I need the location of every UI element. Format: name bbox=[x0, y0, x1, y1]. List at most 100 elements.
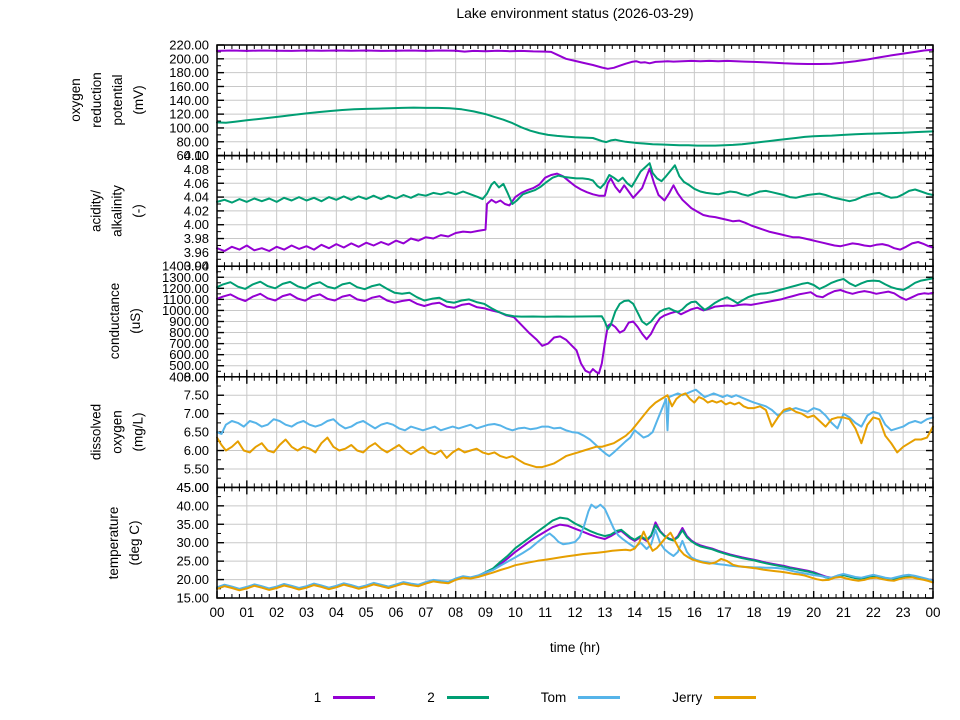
x-tick-label: 14 bbox=[627, 605, 643, 620]
y-tick-label: 140.00 bbox=[169, 93, 209, 108]
series-Jerry bbox=[216, 530, 934, 592]
y-tick-label: 4.00 bbox=[184, 217, 209, 232]
legend-line-swatch-2 bbox=[446, 696, 489, 699]
x-tick-label: 15 bbox=[657, 605, 672, 620]
y-axis-label-conductance: conductance (uS) bbox=[107, 282, 143, 360]
panel-2: 1400.001300.001200.001100.001000.00900.0… bbox=[162, 259, 934, 384]
series-1 bbox=[216, 167, 934, 252]
x-tick-label: 18 bbox=[746, 605, 761, 620]
y-tick-label: 20.00 bbox=[176, 572, 209, 587]
y-axis-label-temperature: temperature (deg C) bbox=[106, 506, 142, 580]
legend-line-swatch-tom bbox=[578, 696, 621, 699]
x-tick-label: 05 bbox=[359, 605, 374, 620]
x-tick-label: 23 bbox=[896, 605, 911, 620]
x-tick-label: 02 bbox=[269, 605, 284, 620]
x-tick-label: 13 bbox=[597, 605, 612, 620]
y-tick-label: 40.00 bbox=[176, 498, 209, 513]
x-tick-label: 00 bbox=[925, 605, 940, 620]
y-tick-label: 4.08 bbox=[184, 162, 209, 177]
x-tick-label: 19 bbox=[776, 605, 791, 620]
x-tick-label: 16 bbox=[687, 605, 702, 620]
y-tick-label: 3.98 bbox=[184, 231, 209, 246]
y-tick-label: 5.00 bbox=[184, 480, 209, 495]
panel-3: 8.00 7.50 7.00 6.50 6.00 5.50 5.00 bbox=[184, 369, 934, 495]
x-tick-label: 10 bbox=[508, 605, 523, 620]
y-axis-label-dissolved-oxygen: dissolved oxygen (mg/L) bbox=[88, 403, 146, 461]
y-tick-label: 1000.00 bbox=[162, 303, 209, 318]
y-tick-label: 60.00 bbox=[176, 148, 209, 163]
series-1 bbox=[216, 289, 934, 375]
y-tick-label: 600.00 bbox=[169, 347, 209, 362]
x-tick-label: 01 bbox=[239, 605, 254, 620]
x-tick-label: 03 bbox=[299, 605, 314, 620]
x-tick-label: 20 bbox=[806, 605, 821, 620]
y-tick-label: 7.00 bbox=[184, 406, 209, 421]
series-Tom bbox=[216, 388, 934, 458]
y-tick-label: 3.94 bbox=[184, 259, 209, 274]
y-tick-label: 900.00 bbox=[169, 314, 209, 329]
panel-4: 45.00 40.00 35.00 30.00 25.00 20.00 15.00 bbox=[176, 480, 934, 606]
x-tick-label: 06 bbox=[388, 605, 403, 620]
legend-label-jerry: Jerry bbox=[672, 690, 703, 705]
legend-label-tom: Tom bbox=[540, 690, 567, 705]
y-tick-label: 1100.00 bbox=[163, 292, 209, 307]
series-2 bbox=[216, 162, 934, 205]
series-Jerry bbox=[216, 392, 934, 469]
y-tick-label: 100.00 bbox=[169, 120, 209, 135]
series-Tom bbox=[216, 503, 934, 590]
y-tick-label: 800.00 bbox=[169, 325, 209, 340]
x-tick-label: 22 bbox=[866, 605, 881, 620]
x-axis-label: time (hr) bbox=[549, 640, 601, 655]
x-tick-label: 12 bbox=[567, 605, 582, 620]
y-tick-label: 6.00 bbox=[184, 443, 209, 458]
legend-line-swatch-jerry bbox=[714, 696, 757, 699]
legend-label-2: 2 bbox=[427, 690, 435, 705]
y-tick-label: 35.00 bbox=[176, 517, 209, 532]
y-tick-label: 6.50 bbox=[184, 425, 209, 440]
y-tick-label: 80.00 bbox=[176, 134, 209, 149]
x-tick-label: 17 bbox=[717, 605, 732, 620]
y-tick-label: 4.02 bbox=[184, 203, 209, 218]
y-tick-label: 700.00 bbox=[169, 336, 209, 351]
series-2 bbox=[216, 106, 934, 147]
y-tick-label: 30.00 bbox=[176, 535, 209, 550]
panel-0: 220.00200.00180.00160.00140.00120.00100.… bbox=[169, 38, 934, 163]
y-tick-label: 25.00 bbox=[176, 554, 209, 569]
y-tick-label: 1300.00 bbox=[162, 270, 209, 285]
y-tick-label: 45.00 bbox=[176, 480, 209, 495]
y-tick-label: 500.00 bbox=[169, 358, 209, 373]
y-axis-label-acidity: acidity/ alkalinity (-) bbox=[88, 185, 146, 237]
x-tick-label: 08 bbox=[448, 605, 463, 620]
x-tick-label: 09 bbox=[478, 605, 493, 620]
x-tick-label: 21 bbox=[836, 605, 851, 620]
y-tick-label: 120.00 bbox=[169, 107, 209, 122]
legend-label-1: 1 bbox=[313, 690, 322, 705]
y-tick-label: 7.50 bbox=[184, 388, 209, 403]
y-tick-label: 15.00 bbox=[176, 591, 209, 606]
y-tick-label: 220.00 bbox=[169, 38, 209, 53]
legend-line-swatch-1 bbox=[333, 696, 376, 699]
y-tick-label: 5.50 bbox=[184, 461, 209, 476]
y-tick-label: 400.00 bbox=[169, 369, 209, 384]
panel-1: 4.104.084.064.044.024.003.983.963.94 bbox=[184, 148, 934, 274]
y-tick-label: 1200.00 bbox=[162, 281, 209, 296]
series-2 bbox=[216, 277, 934, 331]
legend: 1 2 Tom Jerry bbox=[150, 690, 920, 705]
legend-entry-2: 2 bbox=[427, 690, 489, 705]
chart-title: Lake environment status (2026-03-29) bbox=[456, 5, 694, 21]
legend-entry-1: 1 bbox=[314, 690, 376, 705]
y-tick-label: 4.06 bbox=[184, 176, 209, 191]
y-tick-label: 1400.00 bbox=[162, 259, 209, 274]
y-tick-label: 160.00 bbox=[169, 79, 209, 94]
y-tick-label: 4.04 bbox=[184, 190, 209, 205]
y-tick-label: 3.96 bbox=[184, 245, 209, 260]
x-tick-label: 04 bbox=[329, 605, 345, 620]
y-tick-label: 180.00 bbox=[169, 65, 209, 80]
x-tick-label: 07 bbox=[418, 605, 433, 620]
legend-entry-tom: Tom bbox=[541, 690, 621, 705]
y-tick-label: 4.10 bbox=[184, 148, 209, 163]
y-tick-label: 200.00 bbox=[169, 51, 209, 66]
y-tick-label: 8.00 bbox=[184, 369, 209, 384]
